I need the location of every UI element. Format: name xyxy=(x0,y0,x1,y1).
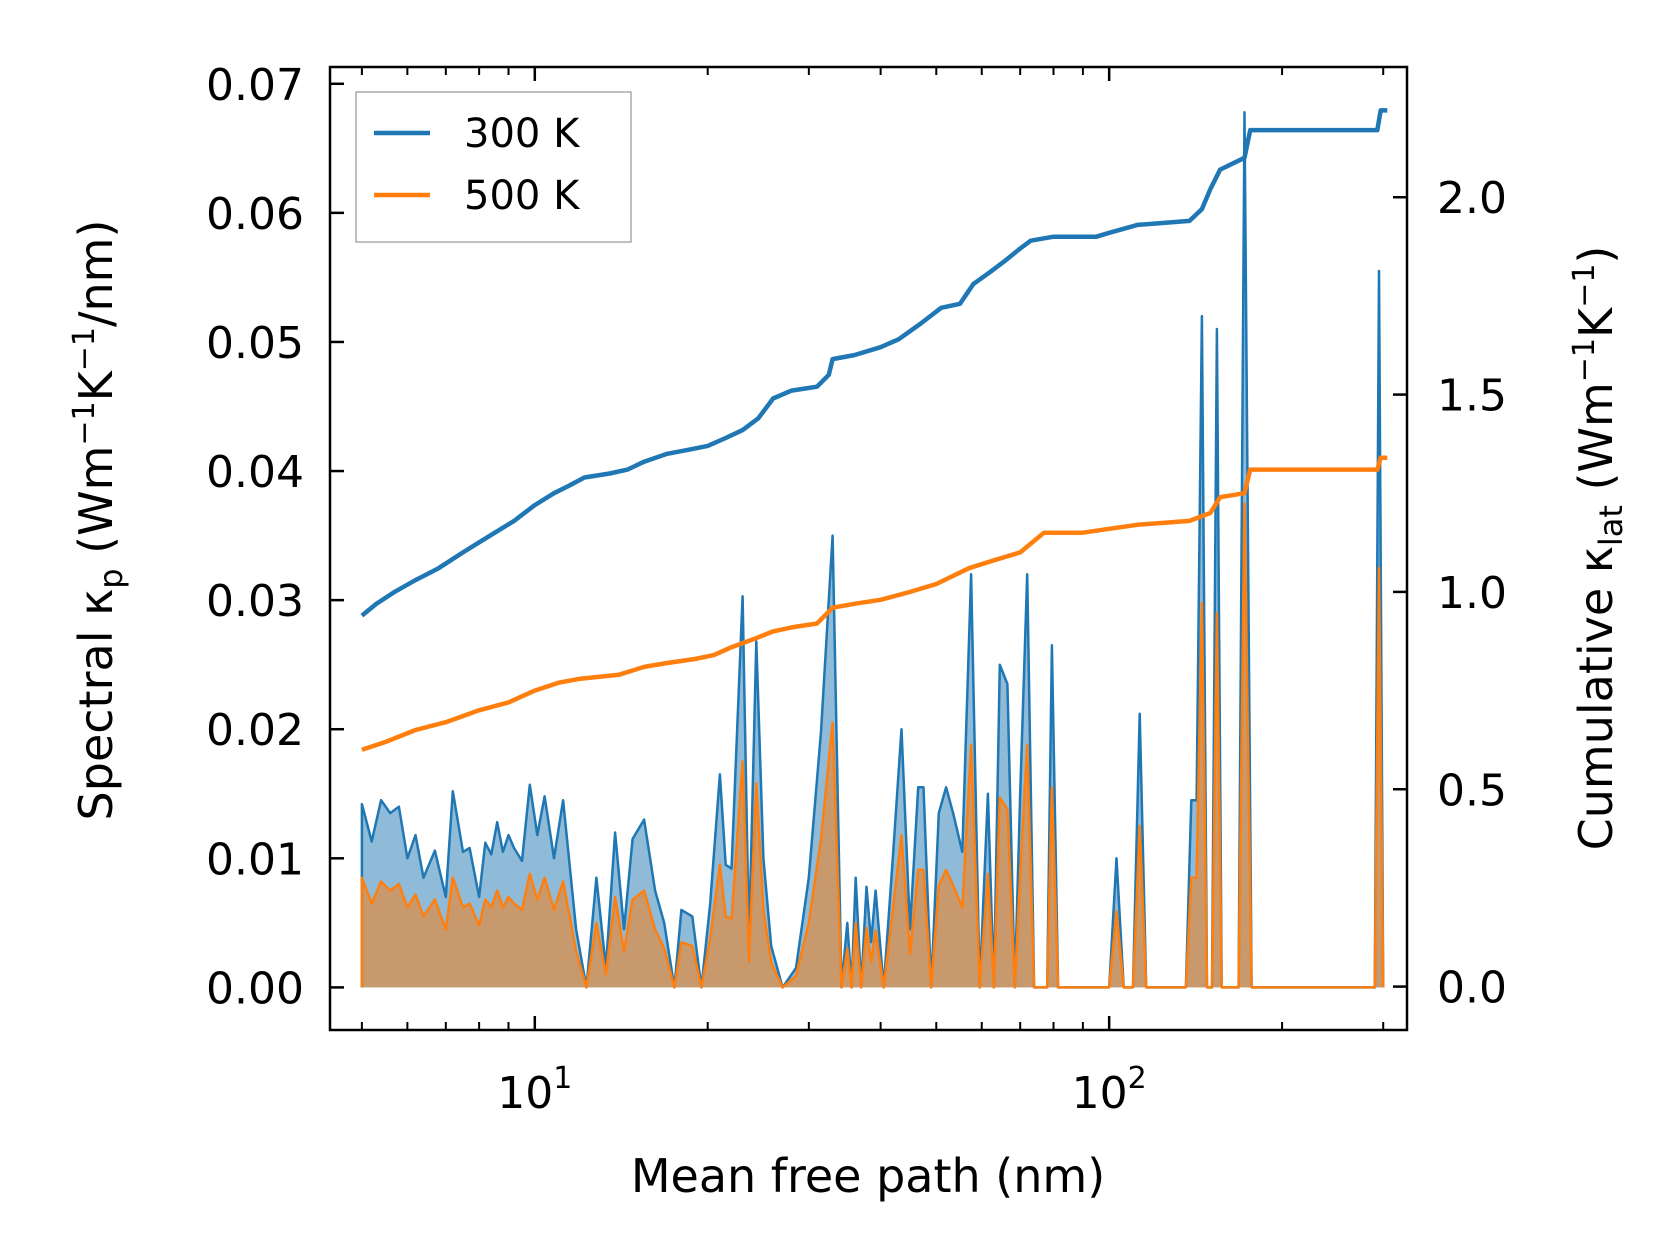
cumulative-line-300k xyxy=(360,108,1388,618)
spectral-areas xyxy=(361,112,1384,988)
x-tick-label: 101 xyxy=(497,1061,572,1119)
y-right-tick-label: 0.0 xyxy=(1437,963,1507,1014)
spectral-area-300k xyxy=(361,112,1384,988)
plot-frame xyxy=(328,65,1409,1032)
y-right-tick-label: 2.0 xyxy=(1437,173,1507,224)
y-right-tick-label: 1.0 xyxy=(1437,568,1507,619)
y-left-tick-label: 0.07 xyxy=(206,60,304,111)
y-axis-title-right: Cumulative κlat (Wm−1K−1) xyxy=(1567,246,1630,851)
legend-label-500k: 500 K xyxy=(464,173,581,219)
y-left-tick-label: 0.04 xyxy=(206,447,304,498)
x-tick-label: 102 xyxy=(1072,1061,1147,1119)
y-left-tick-label: 0.05 xyxy=(206,318,304,369)
y-left-tick-label: 0.06 xyxy=(206,189,304,240)
y-left-tick-label: 0.01 xyxy=(206,834,304,885)
y-left-tick-label: 0.00 xyxy=(206,963,304,1014)
y-right-tick-label: 1.5 xyxy=(1437,371,1507,422)
spectral-area-500k xyxy=(361,503,1384,988)
y-right-tick-label: 0.5 xyxy=(1437,765,1507,816)
cumulative-line-500k xyxy=(361,455,1388,752)
y-left-tick-label: 0.03 xyxy=(206,576,304,627)
x-axis-title: Mean free path (nm) xyxy=(631,1149,1105,1203)
legend-label-300k: 300 K xyxy=(464,111,581,157)
spectral-line-300k xyxy=(360,110,1385,989)
legend-box xyxy=(355,91,632,243)
y-axis-title-left: Spectral κp (Wm−1K−1/nm) xyxy=(67,220,130,821)
cumulative-lines xyxy=(360,108,1388,752)
axis-ticks xyxy=(330,67,1407,1030)
y-left-tick-label: 0.02 xyxy=(206,705,304,756)
legend: 300 K 500 K xyxy=(355,91,632,243)
spectral-lines xyxy=(360,110,1385,989)
spectral-line-500k xyxy=(360,502,1385,989)
